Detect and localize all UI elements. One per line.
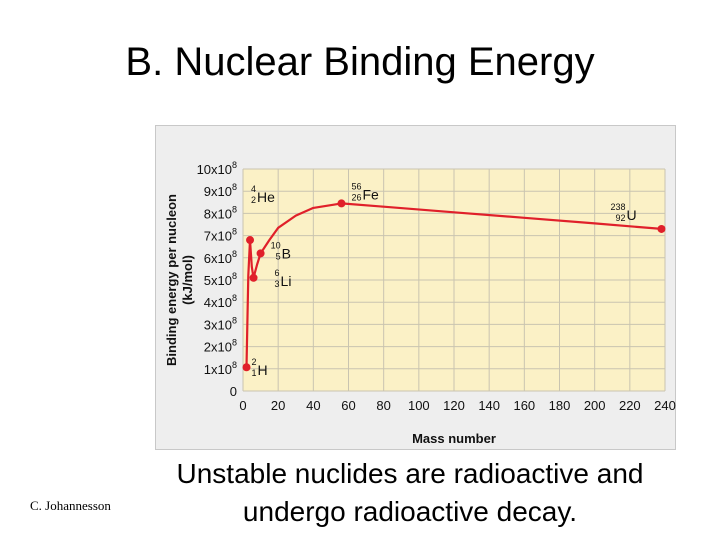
y-axis-unit: (kJ/mol) <box>180 255 195 305</box>
x-tick-label: 160 <box>513 398 535 413</box>
atomic-number-label: 26 <box>351 192 361 202</box>
data-point-u <box>657 224 666 233</box>
atomic-number-label: 3 <box>275 279 280 289</box>
mass-number-label: 2 <box>252 357 257 367</box>
author-credit: C. Johannesson <box>30 498 111 513</box>
x-tick-label: 220 <box>619 398 641 413</box>
y-tick-label: 7x108 <box>204 227 237 244</box>
y-tick-label: 0 <box>230 384 237 399</box>
x-tick-label: 80 <box>376 398 390 413</box>
caption-line-2: undergo radioactive decay. <box>242 496 578 527</box>
element-symbol-label: H <box>258 362 268 378</box>
atomic-number-label: 1 <box>252 368 257 378</box>
y-tick-label: 4x108 <box>204 293 237 310</box>
y-axis-title: Binding energy per nucleon <box>164 194 179 366</box>
y-tick-label: 6x108 <box>204 249 237 266</box>
grid <box>242 168 666 392</box>
data-point-fe <box>337 199 346 208</box>
y-tick-label: 1x108 <box>204 360 237 377</box>
x-tick-label: 120 <box>443 398 465 413</box>
y-tick-label: 10x108 <box>197 160 237 177</box>
caption-line-1: Unstable nuclides are radioactive and <box>176 458 644 489</box>
curve-layer <box>245 202 662 368</box>
data-point-b <box>256 249 265 258</box>
binding-energy-chart: 0 1x108 2x108 3x108 4x108 5x108 6x108 7x108 8x10… <box>155 125 676 450</box>
x-tick-label: 240 <box>654 398 676 413</box>
chart-svg: 0 1x108 2x108 3x108 4x108 5x108 6x108 7x108 8x10… <box>164 160 676 446</box>
mass-number-label: 10 <box>271 240 281 250</box>
x-tick-label: 20 <box>271 398 285 413</box>
point-label-b: 105 B <box>271 240 291 261</box>
x-tick-label: 100 <box>408 398 430 413</box>
y-tick-label: 8x108 <box>204 204 237 221</box>
data-point-li <box>249 273 258 282</box>
y-tick-label: 2x108 <box>204 338 237 355</box>
atomic-number-label: 5 <box>276 251 281 261</box>
point-label-h: 21 H <box>252 357 268 378</box>
x-axis-title: Mass number <box>412 431 496 446</box>
atomic-number-label: 92 <box>615 213 625 223</box>
element-symbol-label: Fe <box>362 186 379 202</box>
x-tick-label: 40 <box>306 398 320 413</box>
slide-title: B. Nuclear Binding Energy <box>125 40 595 84</box>
x-tick-label: 140 <box>478 398 500 413</box>
x-tick-label: 180 <box>549 398 571 413</box>
element-symbol-label: Li <box>281 273 292 289</box>
mass-number-label: 238 <box>610 202 625 212</box>
y-tick-label: 5x108 <box>204 271 237 288</box>
mass-number-label: 6 <box>275 268 280 278</box>
x-tick-labels: 0 20 40 60 80 100 120 140 160 180 200 220 240 <box>239 398 675 413</box>
element-symbol-label: U <box>626 207 636 223</box>
data-point-he <box>246 236 255 245</box>
y-tick-label: 3x108 <box>204 315 237 332</box>
x-tick-label: 0 <box>239 398 246 413</box>
binding-energy-curve <box>245 202 662 368</box>
x-tick-label: 200 <box>584 398 606 413</box>
point-label-he: 42 He <box>251 184 275 205</box>
element-symbol-label: B <box>282 245 291 261</box>
y-tick-label: 9x108 <box>204 182 237 199</box>
atomic-number-label: 2 <box>251 195 256 205</box>
element-symbol-label: He <box>257 189 275 205</box>
mass-number-label: 56 <box>351 181 361 191</box>
x-tick-label: 60 <box>341 398 355 413</box>
mass-number-label: 4 <box>251 184 256 194</box>
data-point-h <box>242 363 251 372</box>
y-tick-labels: 0 1x108 2x108 3x108 4x108 5x108 6x108 7x108 8x10… <box>197 160 237 399</box>
caption: Unstable nuclides are radioactive and un… <box>135 455 685 531</box>
point-label-li: 63 Li <box>275 268 292 289</box>
